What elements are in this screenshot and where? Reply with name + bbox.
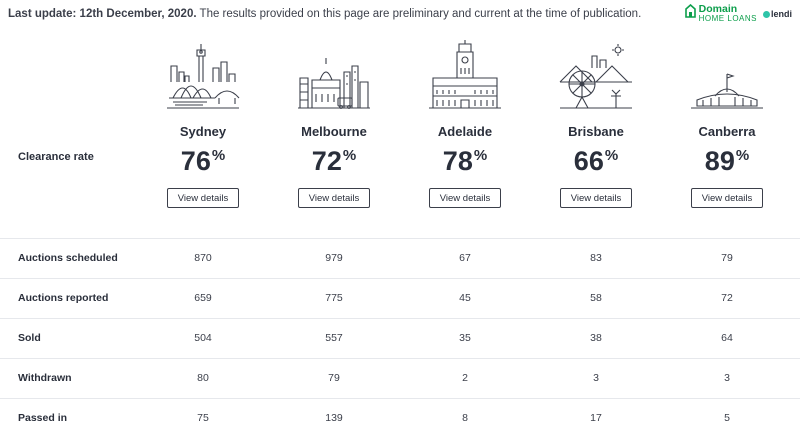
city-card-canberra: Canberra 89% View details (667, 38, 787, 208)
table-cell: 75 (197, 412, 209, 424)
row-label: Sold (18, 332, 41, 344)
adelaide-skyline-icon (429, 40, 501, 109)
table-cell: 80 (197, 372, 209, 384)
table-cell: 83 (590, 252, 602, 264)
row-label: Auctions scheduled (18, 252, 118, 264)
view-details-button-melbourne[interactable]: View details (298, 188, 370, 208)
view-details-button-sydney[interactable]: View details (167, 188, 239, 208)
city-card-adelaide: Adelaide 78% View details (405, 38, 525, 208)
lendi-logo: lendi (762, 9, 792, 19)
table-cell: 79 (328, 372, 340, 384)
city-card-brisbane: Brisbane 66% View details (536, 38, 656, 208)
percent-symbol: % (473, 147, 488, 164)
preliminary-notice: The results provided on this page are pr… (196, 8, 642, 20)
table-cell: 45 (459, 292, 471, 304)
canberra-skyline-icon (691, 73, 763, 109)
brisbane-skyline-icon (559, 44, 632, 109)
percent-symbol: % (342, 147, 357, 164)
table-cell: 659 (194, 292, 212, 304)
table-cell: 17 (590, 412, 602, 424)
table-cell: 3 (593, 372, 599, 384)
house-icon (684, 4, 696, 18)
table-row-auctions-scheduled: Auctions scheduled 870 979 67 83 79 (0, 238, 800, 278)
domain-logo-text: Domain (698, 3, 738, 15)
city-name: Brisbane (568, 124, 624, 139)
city-card-sydney: Sydney 76% View details (143, 38, 263, 208)
table-cell: 504 (194, 332, 212, 344)
table-row-sold: Sold 504 557 35 38 64 (0, 318, 800, 358)
row-label: Passed in (18, 412, 68, 424)
brand-logos: Domain HOME LOANS lendi (684, 3, 792, 27)
clearance-rate-value: 72% (311, 146, 357, 176)
table-cell: 870 (194, 252, 212, 264)
auction-results-table: Auctions scheduled 870 979 67 83 79 Auct… (0, 238, 800, 438)
table-cell: 67 (459, 252, 471, 264)
home-loans-logo-text: HOME LOANS (698, 14, 757, 23)
table-cell: 557 (325, 332, 343, 344)
clearance-rate-label: Clearance rate (18, 151, 94, 163)
table-cell: 2 (462, 372, 468, 384)
table-cell: 979 (325, 252, 343, 264)
clearance-rate-value: 76% (180, 146, 226, 176)
table-cell: 35 (459, 332, 471, 344)
table-row-passed-in: Passed in 75 139 8 17 5 (0, 398, 800, 438)
table-cell: 79 (721, 252, 733, 264)
city-cards: Sydney 76% View details Melbourne 72% Vi… (0, 38, 800, 216)
last-update-label: Last update: 12th December, 2020. (8, 8, 197, 20)
sydney-skyline-icon (167, 44, 240, 109)
city-name: Canberra (698, 124, 756, 139)
table-cell: 775 (325, 292, 343, 304)
lendi-logo-text: lendi (770, 9, 792, 19)
table-cell: 8 (462, 412, 468, 424)
clearance-rate-value: 78% (442, 146, 488, 176)
table-cell: 38 (590, 332, 602, 344)
last-update-bar: Last update: 12th December, 2020. The re… (8, 8, 641, 20)
table-row-auctions-reported: Auctions reported 659 775 45 58 72 (0, 278, 800, 318)
table-cell: 3 (724, 372, 730, 384)
table-cell: 5 (724, 412, 730, 424)
table-cell: 58 (590, 292, 602, 304)
clearance-rate-value: 66% (573, 146, 619, 176)
domain-home-loans-logo: Domain HOME LOANS (684, 3, 757, 24)
table-cell: 139 (325, 412, 343, 424)
row-label: Auctions reported (18, 292, 109, 304)
table-cell: 72 (721, 292, 733, 304)
melbourne-skyline-icon (298, 58, 370, 109)
percent-symbol: % (735, 147, 750, 164)
table-row-withdrawn: Withdrawn 80 79 2 3 3 (0, 358, 800, 398)
city-name: Sydney (179, 124, 227, 139)
city-name: Melbourne (301, 124, 367, 139)
city-card-melbourne: Melbourne 72% View details (274, 38, 394, 208)
clearance-rate-value: 89% (704, 146, 750, 176)
view-details-button-brisbane[interactable]: View details (560, 188, 632, 208)
view-details-button-canberra[interactable]: View details (691, 188, 763, 208)
lendi-dot-icon (762, 10, 770, 18)
row-label: Withdrawn (18, 372, 72, 384)
percent-symbol: % (211, 147, 226, 164)
city-name: Adelaide (437, 124, 493, 139)
percent-symbol: % (604, 147, 619, 164)
table-cell: 64 (721, 332, 733, 344)
view-details-button-adelaide[interactable]: View details (429, 188, 501, 208)
